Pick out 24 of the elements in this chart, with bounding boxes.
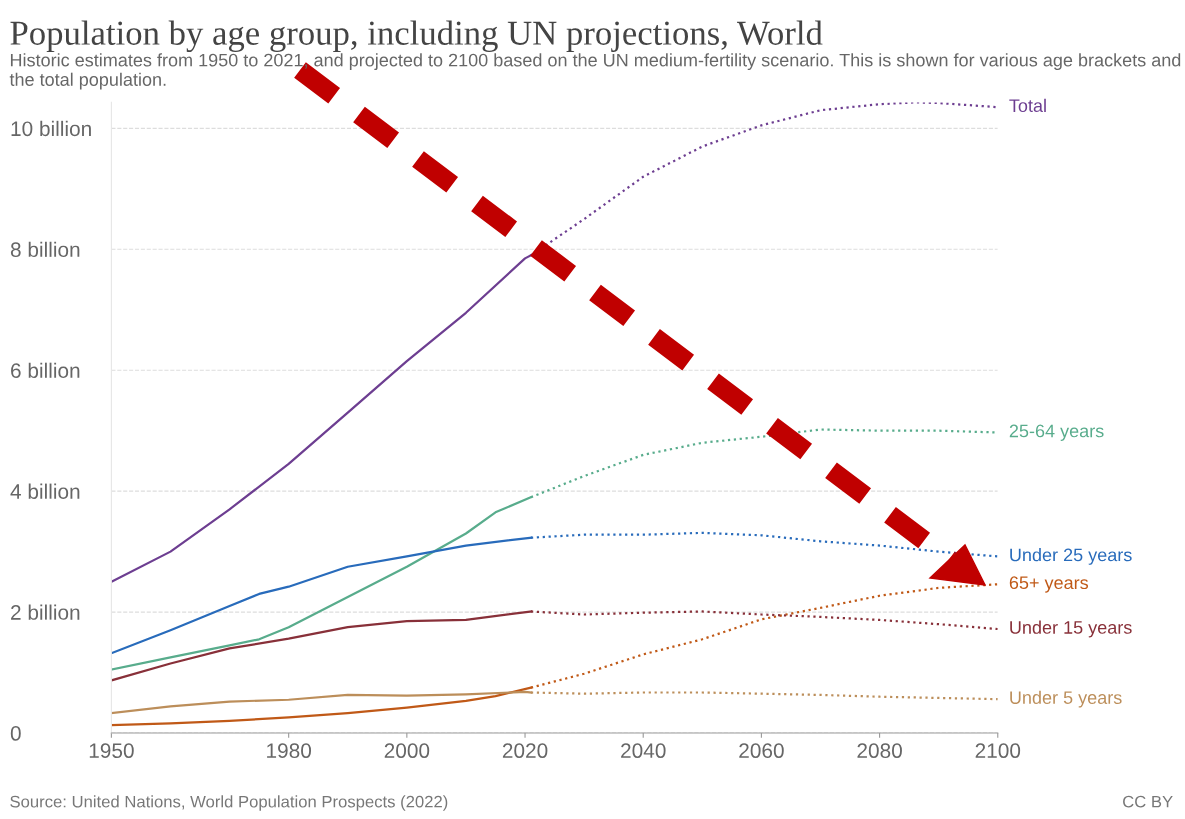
y-tick-label: 8 billion bbox=[10, 241, 80, 258]
chart-title: Population by age group, including UN projections, World bbox=[10, 20, 823, 53]
y-tick-label: 6 billion bbox=[11, 362, 80, 378]
text: CC BY bbox=[1123, 795, 1173, 808]
x-tick-label: 1950 bbox=[89, 743, 134, 759]
y-tick-label: 0 bbox=[10, 726, 21, 741]
x-tick-label: 2100 bbox=[975, 743, 1021, 759]
series-label: Total bbox=[1009, 98, 1046, 113]
y-tick-label: 10 billion bbox=[11, 120, 91, 137]
x-tick-label: 2000 bbox=[384, 743, 430, 759]
x-tick-label: 1980 bbox=[267, 743, 312, 759]
x-tick-label: 2060 bbox=[739, 743, 784, 759]
chart-subtitle: Historic estimates from 1950 to 2021, and projected to 2100 based on the UN medium-fertility scenario. This is shown for various age brackets and the total population. bbox=[9, 53, 1181, 90]
series-label: Under 25 years bbox=[1010, 548, 1132, 565]
series-label: Under 5 years bbox=[1010, 690, 1122, 708]
y-tick-label: 2 billion bbox=[11, 604, 80, 620]
series-label: 65+ years bbox=[1009, 576, 1089, 593]
series-label: Under 15 years bbox=[1010, 620, 1132, 638]
y-tick-label: 4 billion bbox=[10, 483, 80, 499]
source-note: Source: United Nations, World Population Prospects (2022) bbox=[10, 795, 448, 811]
x-tick-label: 2040 bbox=[621, 743, 666, 759]
x-tick-label: 2080 bbox=[857, 743, 902, 759]
series-label: 25-64 years bbox=[1009, 424, 1104, 441]
x-tick-label: 2020 bbox=[502, 743, 548, 759]
